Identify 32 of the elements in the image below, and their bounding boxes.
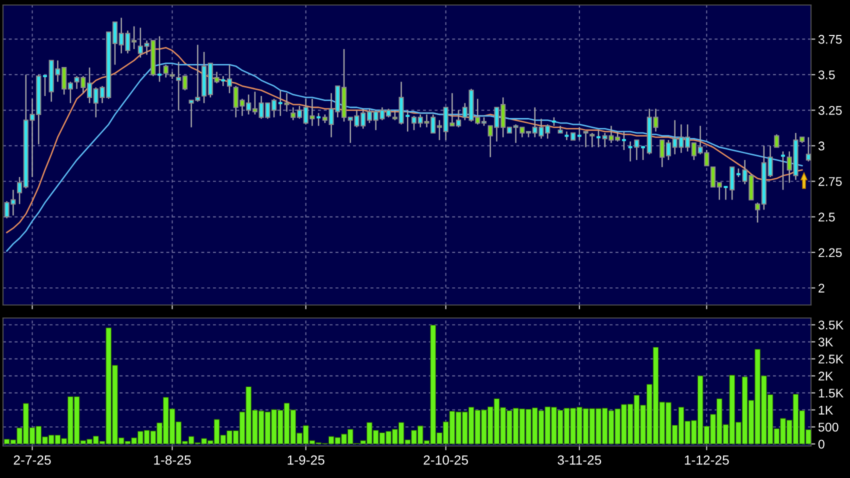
y-tick-label: 2K xyxy=(818,372,834,380)
y-tick-label: 500 xyxy=(818,422,838,432)
y-tick-label: 2.5K xyxy=(818,354,844,364)
candlestick xyxy=(583,130,588,148)
y-tick-label: 0 xyxy=(818,440,824,449)
candlestick xyxy=(163,64,168,78)
y-tick-label: 1.5K xyxy=(818,388,844,398)
candlestick xyxy=(284,92,290,112)
y-tick-label: 3.5K xyxy=(818,320,844,330)
y-tick-label: 3.75 xyxy=(818,34,842,44)
y-tick-label: 2.5 xyxy=(818,212,835,222)
y-tick-label: 3.5 xyxy=(818,70,835,80)
y-tick-label: 2.25 xyxy=(818,248,842,258)
candlestick xyxy=(590,132,595,148)
x-tick-label: 1-9-25 xyxy=(288,455,324,465)
y-tick-label: 3 xyxy=(818,142,824,150)
candlestick xyxy=(806,136,811,162)
x-tick-label: 1-12-25 xyxy=(684,455,729,465)
y-tick-label: 3K xyxy=(818,338,834,346)
y-tick-label: 3.25 xyxy=(818,106,842,115)
x-tick-label: 2-7-25 xyxy=(14,455,51,465)
candlestick xyxy=(226,64,232,94)
line-series xyxy=(6,46,803,234)
y-tick-label: 1K xyxy=(818,406,834,414)
x-tick-label: 3-11-25 xyxy=(558,455,602,465)
x-tick-label: 1-8-25 xyxy=(154,455,191,465)
line-series xyxy=(6,62,803,252)
candlestick xyxy=(774,134,780,148)
x-tick-label: 2-10-25 xyxy=(424,455,468,465)
y-tick-label: 2 xyxy=(818,284,824,292)
y-tick-label: 2.75 xyxy=(818,177,842,186)
candlestick xyxy=(730,166,735,200)
